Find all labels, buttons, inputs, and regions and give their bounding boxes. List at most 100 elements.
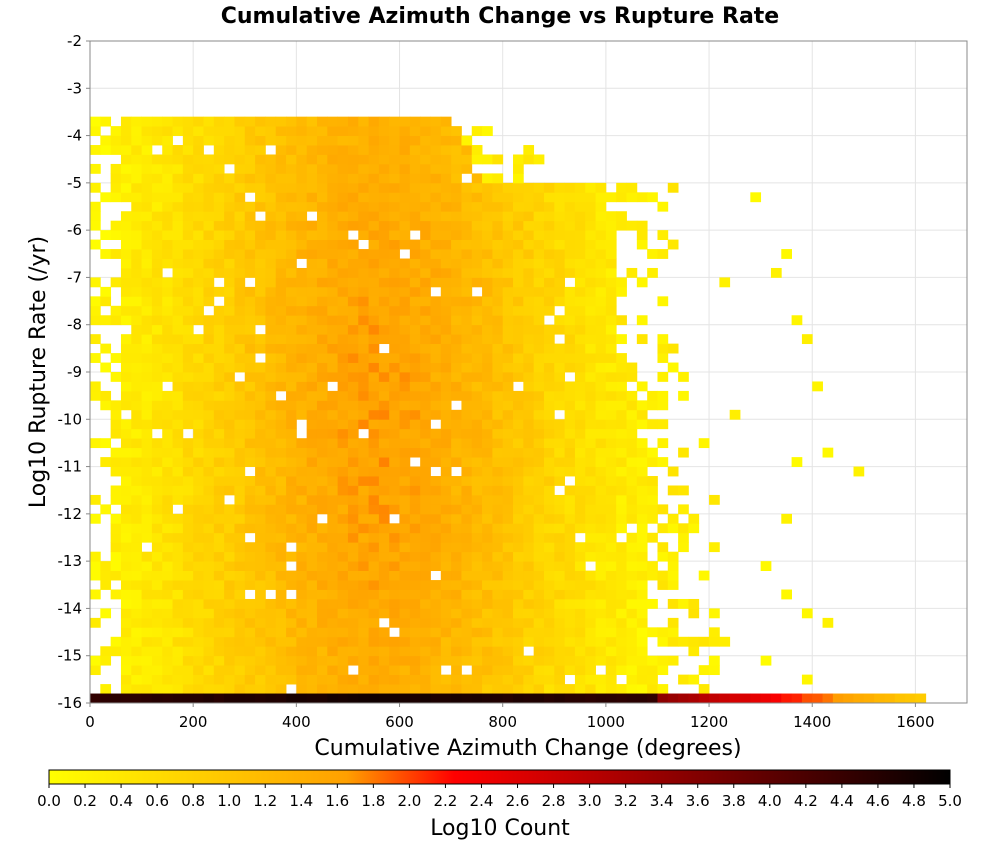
heatmap-cell (213, 693, 225, 704)
heatmap-cell (595, 277, 607, 288)
heatmap-cell (471, 305, 483, 316)
heatmap-cell (193, 494, 204, 505)
heatmap-cell (492, 182, 504, 193)
heatmap-cell (492, 428, 504, 439)
heatmap-cell (440, 419, 452, 430)
heatmap-cell (255, 627, 266, 638)
heatmap-cell (234, 362, 246, 373)
heatmap-cell (420, 655, 431, 666)
heatmap-cell (265, 457, 277, 467)
heatmap-cell (141, 636, 153, 647)
heatmap-cell (482, 182, 493, 193)
heatmap-cell (275, 447, 287, 458)
heatmap-cell (513, 267, 524, 278)
heatmap-cell (574, 249, 586, 259)
heatmap-cell (286, 173, 297, 184)
heatmap-cell (605, 315, 617, 326)
heatmap-cell (626, 655, 638, 666)
heatmap-cell (461, 324, 473, 335)
heatmap-cell (502, 249, 514, 259)
heatmap-cell (368, 362, 380, 373)
heatmap-cell (399, 684, 411, 694)
heatmap-cell (451, 409, 462, 420)
heatmap-cell (337, 267, 349, 278)
heatmap-cell (213, 324, 225, 335)
heatmap-cell (337, 646, 349, 657)
heatmap-cell (316, 580, 328, 590)
heatmap-cell (513, 523, 524, 534)
heatmap-cell (358, 362, 369, 373)
heatmap-cell (203, 192, 215, 203)
heatmap-cell (554, 400, 566, 411)
heatmap-cell (151, 485, 163, 496)
heatmap-cell (213, 362, 225, 373)
heatmap-cell (275, 277, 287, 288)
heatmap-cell (801, 674, 813, 685)
heatmap-cell (574, 400, 586, 411)
heatmap-cell (378, 249, 390, 259)
heatmap-cell (131, 542, 142, 553)
heatmap-cell (306, 258, 318, 269)
heatmap-cell (327, 646, 339, 657)
heatmap-cell (389, 267, 400, 278)
heatmap-cell (399, 485, 411, 496)
heatmap-cell (151, 305, 163, 316)
heatmap-cell (451, 145, 462, 155)
heatmap-cell (306, 353, 318, 363)
heatmap-cell (523, 277, 535, 288)
heatmap-cell (255, 504, 266, 515)
heatmap-cell (678, 636, 689, 647)
heatmap-cell (482, 504, 493, 515)
heatmap-cell (316, 409, 328, 420)
heatmap-cell (709, 494, 720, 505)
heatmap-cell (451, 419, 462, 430)
heatmap-cell (595, 428, 607, 439)
heatmap-cell (543, 353, 555, 363)
heatmap-cell (193, 390, 204, 401)
heatmap-cell (296, 551, 308, 562)
heatmap-cell (409, 494, 421, 505)
heatmap-cell (306, 485, 318, 496)
heatmap-cell (162, 636, 173, 647)
heatmap-cell (420, 220, 431, 231)
heatmap-cell (203, 428, 215, 439)
heatmap-cell (110, 523, 122, 534)
heatmap-cell (182, 324, 194, 335)
heatmap-cell (347, 570, 359, 581)
heatmap-cell (440, 646, 452, 657)
heatmap-cell (420, 409, 431, 420)
heatmap-cell (203, 542, 215, 553)
heatmap-cell (440, 532, 452, 543)
heatmap-cell (172, 315, 184, 326)
heatmap-cell (409, 523, 421, 534)
heatmap-cell (213, 305, 225, 316)
heatmap-cell (482, 201, 493, 212)
heatmap-cell (595, 457, 607, 467)
heatmap-cell (461, 438, 473, 449)
heatmap-cell (574, 305, 586, 316)
heatmap-cell (327, 145, 339, 155)
heatmap-cell (275, 145, 287, 155)
heatmap-cell (513, 334, 524, 345)
heatmap-cell (234, 551, 246, 562)
colorbar-tick-label: 2.2 (434, 792, 458, 810)
heatmap-cell (224, 684, 235, 694)
heatmap-cell (306, 173, 318, 184)
heatmap-cell (502, 476, 514, 486)
heatmap-cell (564, 532, 576, 543)
heatmap-cell (244, 372, 256, 382)
heatmap-cell (533, 267, 545, 278)
heatmap-cell (616, 466, 627, 477)
heatmap-cell (316, 617, 328, 628)
heatmap-cell (358, 315, 369, 326)
heatmap-cell (647, 390, 658, 401)
heatmap-cell (585, 551, 596, 562)
heatmap-cell (513, 693, 524, 704)
heatmap-cell (368, 192, 380, 203)
heatmap-cell (100, 655, 112, 666)
heatmap-cell (863, 693, 875, 704)
heatmap-cell (554, 428, 566, 439)
heatmap-cell (399, 220, 411, 231)
heatmap-cell (523, 286, 535, 297)
heatmap-cell (523, 182, 535, 193)
